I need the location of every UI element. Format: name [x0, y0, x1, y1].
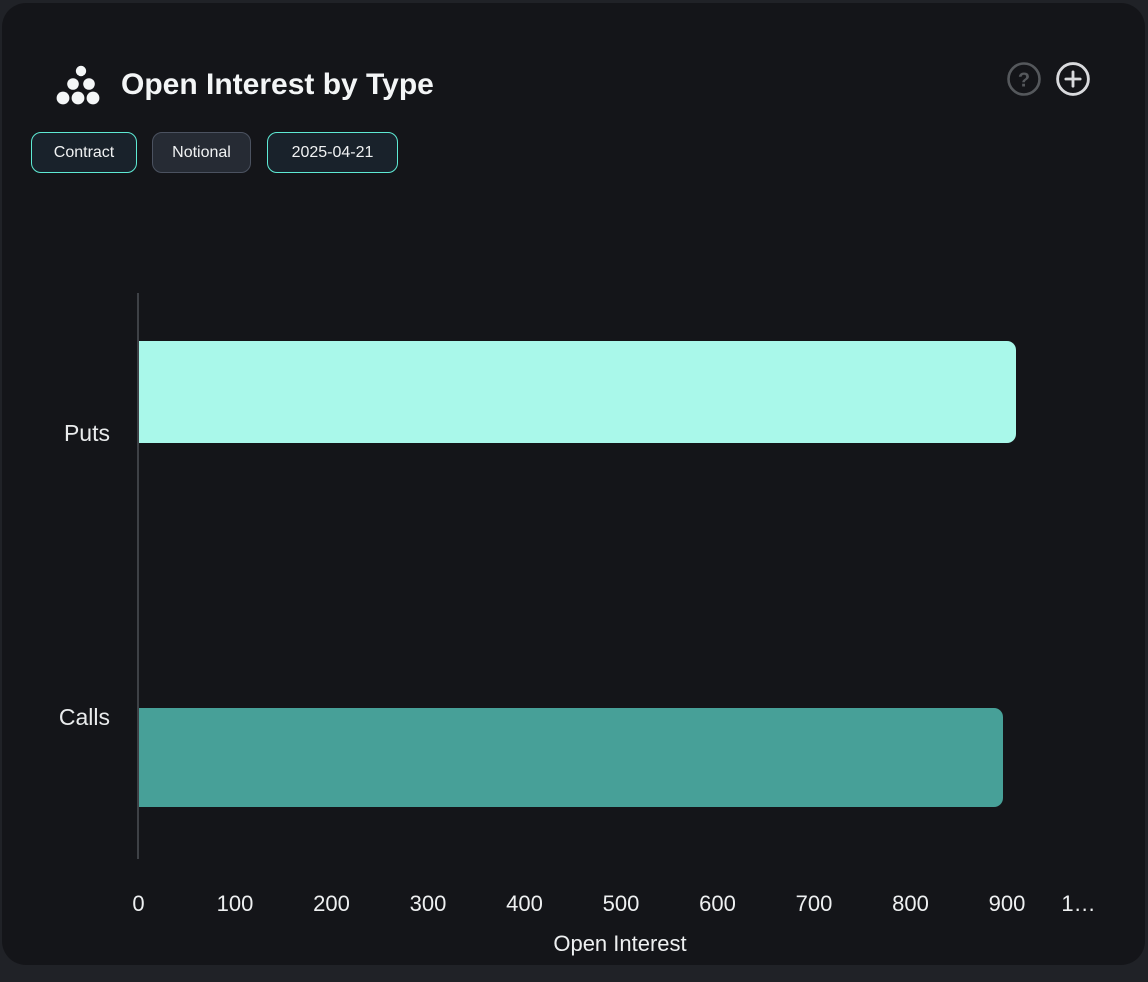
y-axis-label-puts: Puts	[63, 420, 110, 446]
x-axis-tick: 1…	[1061, 891, 1096, 916]
plus-icon	[1056, 62, 1090, 96]
add-button[interactable]	[1054, 60, 1092, 98]
cluster-dots-icon	[47, 59, 107, 109]
x-axis-tick: 600	[699, 891, 736, 916]
y-axis-line	[137, 293, 139, 859]
x-axis-tick: 100	[216, 891, 254, 916]
x-axis-tick: 0	[132, 891, 145, 916]
bar-calls[interactable]	[139, 708, 1003, 807]
help-button[interactable]: ?	[1005, 60, 1043, 98]
y-axis-label-calls: Calls	[58, 704, 110, 730]
notional-toggle-button[interactable]: Notional	[152, 132, 251, 173]
page-title: Open Interest by Type	[121, 68, 434, 101]
chart-card: Open Interest by Type ? Contract Notiona…	[2, 3, 1145, 965]
x-axis-tick: 500	[602, 891, 640, 916]
x-axis-tick: 200	[313, 891, 350, 916]
x-axis-tick: 700	[795, 891, 833, 916]
x-axis-tick: 300	[409, 891, 447, 916]
x-axis-tick: 900	[988, 891, 1026, 916]
x-axis-tick: 400	[506, 891, 543, 916]
date-selector-button[interactable]: 2025-04-21	[267, 132, 398, 173]
question-icon: ?	[1007, 62, 1041, 96]
x-axis-tick: 800	[892, 891, 929, 916]
svg-text:?: ?	[1018, 70, 1030, 92]
bar-puts[interactable]	[139, 341, 1016, 443]
x-axis-title: Open Interest	[553, 931, 687, 956]
contract-toggle-button[interactable]: Contract	[31, 132, 137, 173]
